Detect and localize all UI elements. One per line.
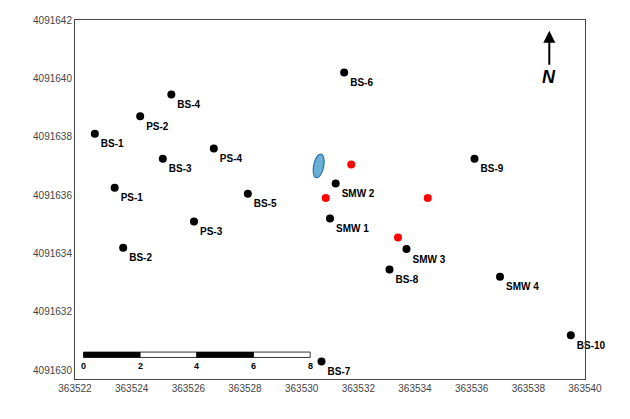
svg-text:BS-1: BS-1	[101, 138, 124, 149]
svg-text:363530: 363530	[285, 383, 319, 394]
svg-text:363522: 363522	[58, 383, 92, 394]
svg-text:BS-8: BS-8	[396, 274, 419, 285]
svg-text:BS-6: BS-6	[350, 77, 373, 88]
svg-text:BS-10: BS-10	[577, 340, 606, 351]
svg-text:PS-1: PS-1	[121, 192, 144, 203]
svg-text:4091630: 4091630	[33, 365, 72, 376]
svg-text:4091632: 4091632	[33, 306, 72, 317]
svg-text:8: 8	[308, 361, 313, 371]
svg-text:4091634: 4091634	[33, 248, 72, 259]
svg-text:BS-5: BS-5	[254, 198, 277, 209]
svg-text:SMW 3: SMW 3	[413, 254, 446, 265]
svg-text:SMW 4: SMW 4	[506, 281, 539, 292]
svg-text:PS-4: PS-4	[220, 153, 243, 164]
svg-text:SMW 2: SMW 2	[342, 188, 375, 199]
svg-text:2: 2	[138, 361, 143, 371]
svg-text:363534: 363534	[398, 383, 432, 394]
svg-text:363528: 363528	[228, 383, 262, 394]
svg-text:363540: 363540	[568, 383, 602, 394]
svg-text:SMW 1: SMW 1	[336, 223, 369, 234]
svg-text:363526: 363526	[172, 383, 206, 394]
svg-text:BS-3: BS-3	[169, 163, 192, 174]
svg-text:BS-7: BS-7	[328, 366, 351, 377]
svg-text:BS-4: BS-4	[177, 99, 200, 110]
svg-text:6: 6	[251, 361, 256, 371]
svg-text:4091636: 4091636	[33, 190, 72, 201]
svg-text:BS-9: BS-9	[481, 163, 504, 174]
svg-text:N: N	[542, 67, 556, 87]
svg-text:PS-2: PS-2	[146, 121, 169, 132]
svg-text:4091642: 4091642	[33, 15, 72, 26]
svg-text:363532: 363532	[342, 383, 376, 394]
svg-text:4091638: 4091638	[33, 131, 72, 142]
svg-text:BS-2: BS-2	[129, 252, 152, 263]
svg-text:363524: 363524	[115, 383, 149, 394]
svg-text:363538: 363538	[512, 383, 546, 394]
svg-text:4091640: 4091640	[33, 73, 72, 84]
svg-text:PS-3: PS-3	[200, 226, 223, 237]
svg-text:0: 0	[81, 361, 86, 371]
svg-text:363536: 363536	[455, 383, 489, 394]
svg-text:4: 4	[194, 361, 199, 371]
